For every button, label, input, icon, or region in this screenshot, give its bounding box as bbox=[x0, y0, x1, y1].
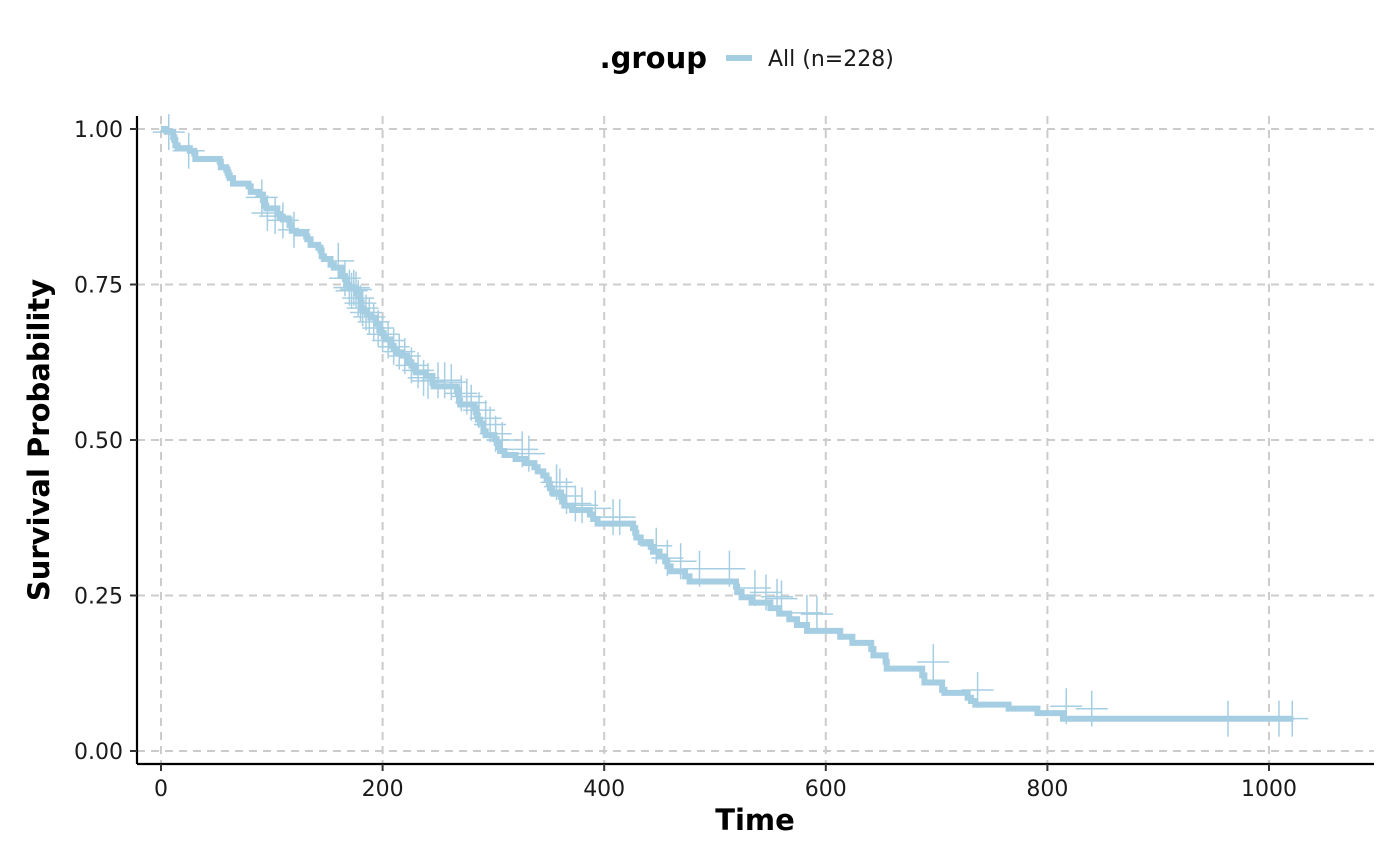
y-tick-label-0.75: 0.75 bbox=[74, 274, 123, 299]
x-axis-title: Time bbox=[715, 803, 795, 837]
legend: .group All (n=228) bbox=[600, 41, 894, 75]
x-tick-label-0: 0 bbox=[154, 777, 168, 802]
x-tick-label-1000: 1000 bbox=[1241, 777, 1297, 802]
x-tick-label-200: 200 bbox=[362, 777, 404, 802]
legend-label-all: All (n=228) bbox=[768, 47, 894, 72]
grid-lines bbox=[137, 116, 1374, 764]
y-axis-ticks: 0.00 0.25 0.50 0.75 1.00 bbox=[74, 118, 137, 765]
x-axis-ticks: 0 200 400 600 800 1000 bbox=[154, 764, 1297, 802]
censor-marks bbox=[152, 114, 1309, 737]
y-tick-label-1.00: 1.00 bbox=[74, 118, 123, 143]
legend-title: .group bbox=[600, 41, 707, 75]
x-tick-label-400: 400 bbox=[583, 777, 625, 802]
y-tick-label-0.00: 0.00 bbox=[74, 740, 123, 765]
y-tick-label-0.50: 0.50 bbox=[74, 429, 123, 454]
x-tick-label-800: 800 bbox=[1026, 777, 1068, 802]
y-tick-label-0.25: 0.25 bbox=[74, 585, 123, 610]
y-axis-title: Survival Probability bbox=[22, 279, 56, 601]
survival-curve-all bbox=[161, 126, 1294, 722]
x-tick-label-600: 600 bbox=[805, 777, 847, 802]
